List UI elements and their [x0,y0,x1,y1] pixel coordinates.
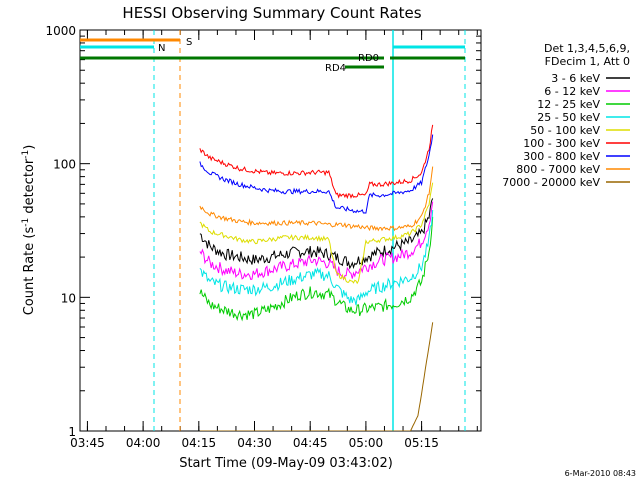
chart-title: HESSI Observing Summary Count Rates [122,4,421,22]
rd0-label: RD0 [358,53,379,64]
legend-label-2: 12 - 25 keV [537,98,600,111]
legend: Det 1,3,4,5,6,9, FDecim 1, Att 0 3 - 6 k… [502,42,630,189]
legend-label-8: 7000 - 20000 keV [502,176,600,189]
series-line-2 [199,216,434,322]
legend-label-4: 50 - 100 keV [530,124,600,137]
series-line-8 [199,322,434,431]
y-axis: 1 10 100 1000 [45,24,481,439]
series-line-3 [199,209,434,306]
x-tick-label: 05:00 [349,436,384,450]
series-line-1 [199,201,434,281]
y-tick-label: 1000 [45,24,76,38]
rd4-label: RD4 [325,63,346,74]
x-tick-label: 03:45 [70,436,105,450]
series-line-0 [199,198,434,270]
y-axis-label-sup1: -1 [21,218,31,227]
x-tick-label: 04:30 [237,436,272,450]
x-tick-label: 04:45 [293,436,328,450]
legend-label-6: 300 - 800 keV [523,150,600,163]
series-line-6 [199,134,434,214]
y-axis-label-main: Count Rate (s [22,227,37,316]
legend-label-3: 25 - 50 keV [537,111,600,124]
y-axis-label-mid: detector [22,158,37,218]
series-line-5 [199,124,434,200]
x-axis-label: Start Time (09-May-09 03:43:02) [179,456,393,471]
footer-date: 6-Mar-2010 08:43 [565,469,636,478]
legend-header-line-2: FDecim 1, Att 0 [545,55,630,68]
y-tick-label: 10 [61,291,76,305]
svg-text:Count Rate (s-1 detector-1): Count Rate (s-1 detector-1) [21,145,37,316]
x-axis: 03:45 04:00 04:15 04:30 04:45 05:00 05:15 [70,30,478,450]
n-label: N [158,43,165,54]
x-tick-label: 04:15 [182,436,217,450]
series-line-7 [199,166,434,232]
x-tick-label: 04:00 [126,436,161,450]
y-tick-label: 100 [53,158,76,172]
legend-label-7: 800 - 7000 keV [516,163,600,176]
legend-label-1: 6 - 12 keV [544,85,600,98]
legend-label-5: 100 - 300 keV [523,137,600,150]
y-axis-label-end: ) [22,145,37,150]
legend-header-line-1: Det 1,3,4,5,6,9, [544,42,630,55]
series-line-4 [199,182,434,285]
legend-label-0: 3 - 6 keV [551,72,600,85]
y-axis-label: Count Rate (s-1 detector-1) [21,145,37,316]
x-tick-label: 05:15 [404,436,439,450]
s-label: S [186,37,192,48]
series-group [199,124,434,431]
y-tick-label: 1 [68,425,76,439]
time-markers [80,30,466,431]
y-axis-label-sup2: -1 [21,150,31,159]
